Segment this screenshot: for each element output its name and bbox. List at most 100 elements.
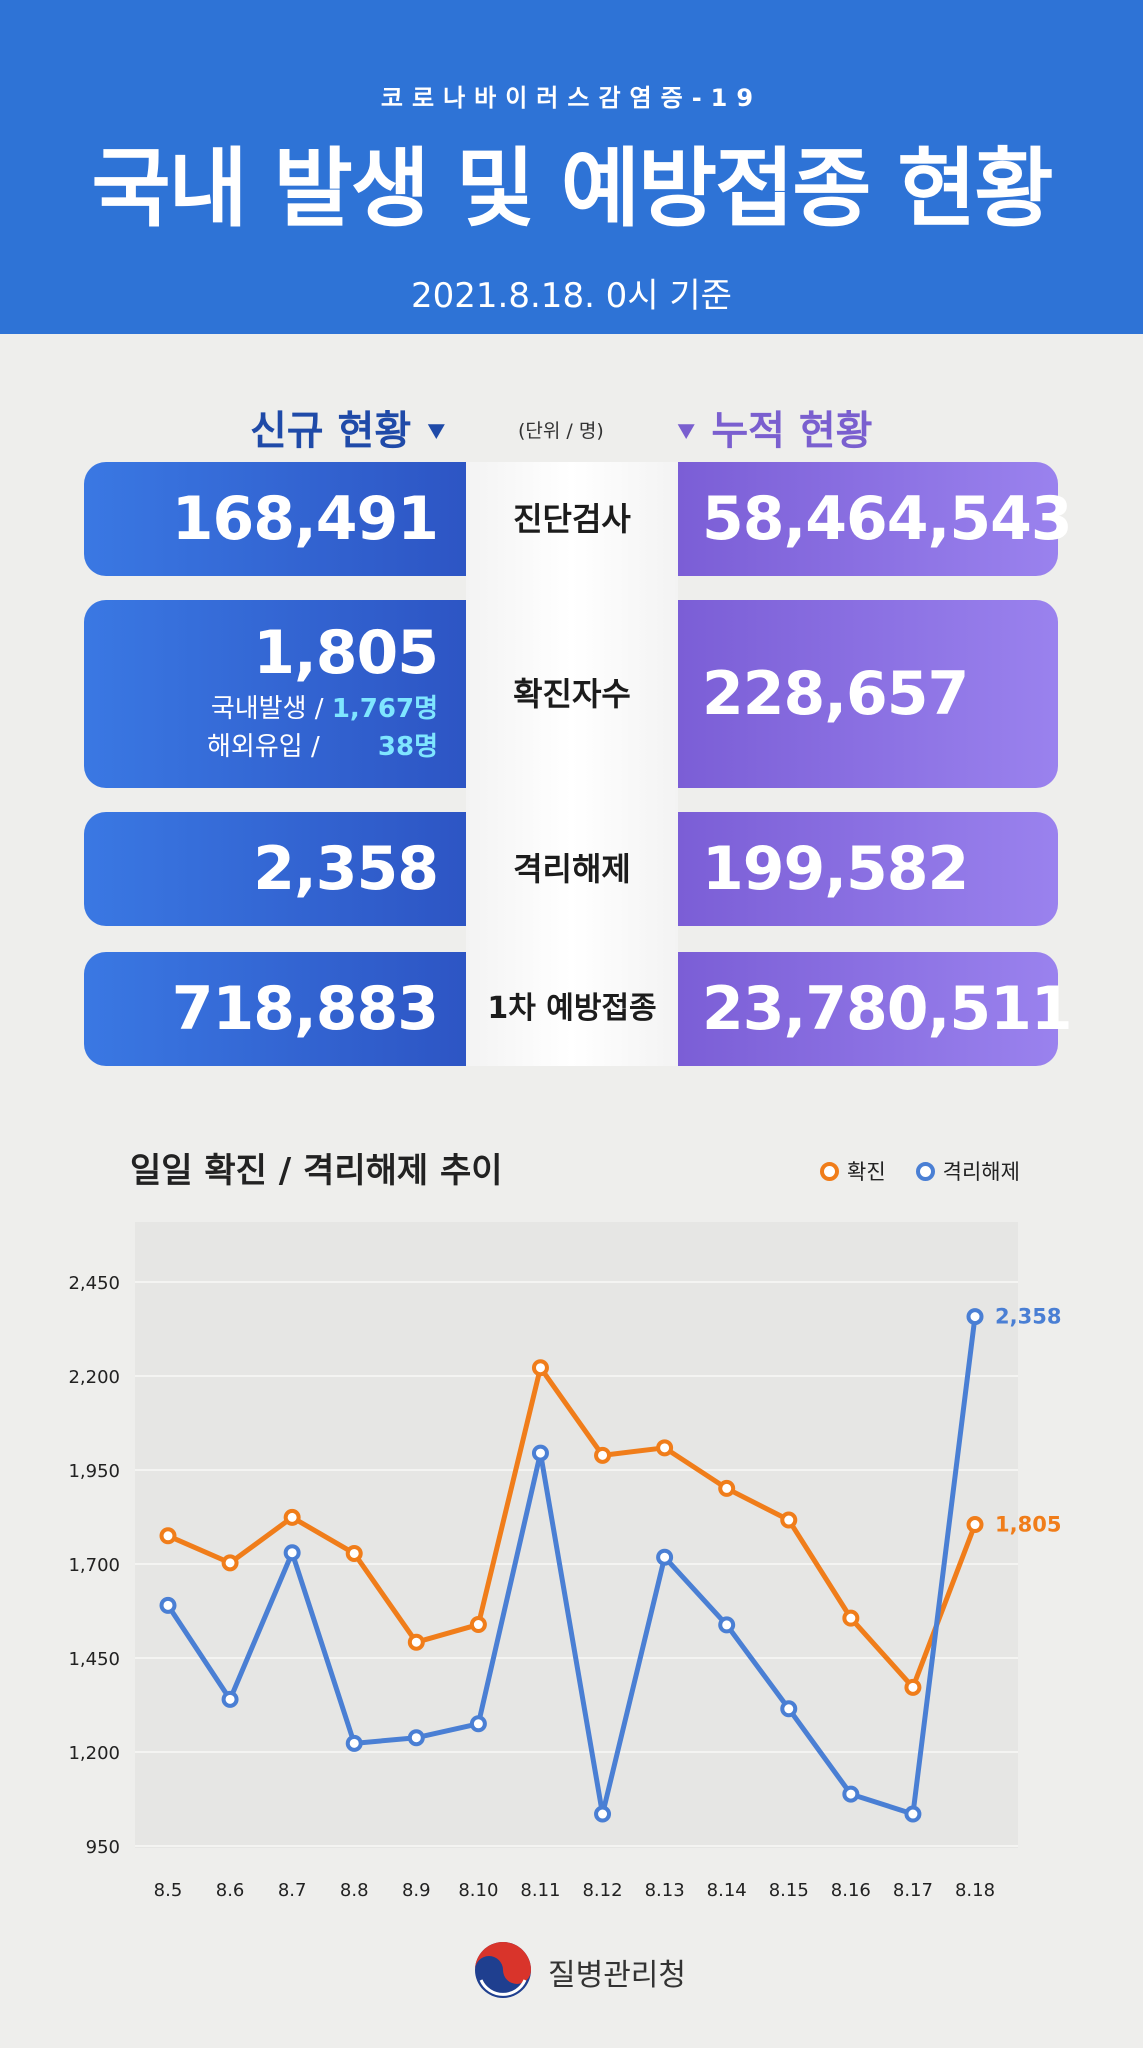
x-tick-label: 8.14 [707,1880,747,1900]
cumulative-status-heading: ⯆ 누적 현황 [675,398,872,456]
stat-row-confirmed: 1,805 국내발생 / 1,767명 해외유입 / 38명 확진자수 228,… [0,600,1143,788]
data-point-confirmed [469,1616,487,1634]
data-point-confirmed [407,1633,425,1651]
row-label: 1차 예방접종 [487,991,657,1026]
header-banner: 코로나바이러스감염증-19 국내 발생 및 예방접종 현황 2021.8.18.… [0,0,1143,334]
x-tick-label: 8.18 [955,1880,995,1900]
stat-row-released: 2,358 격리해제 199,582 [0,812,1143,926]
data-point-confirmed [656,1439,674,1457]
x-tick-label: 8.7 [278,1880,307,1900]
overseas-breakdown: 해외유입 / 38명 [84,728,438,766]
data-point-released [221,1690,239,1708]
cumulative-value-box: 23,780,511 [678,952,1073,1066]
x-tick-label: 8.10 [458,1880,498,1900]
x-tick-label: 8.6 [216,1880,245,1900]
data-point-confirmed [904,1678,922,1696]
new-value: 1,805 [253,618,439,688]
data-point-confirmed [221,1554,239,1572]
y-tick-label: 1,200 [68,1743,120,1764]
x-tick-label: 8.16 [831,1880,871,1900]
end-value-label: 2,358 [995,1305,1061,1329]
data-point-confirmed [780,1511,798,1529]
domestic-label: 국내발생 / [210,694,324,724]
domestic-value: 1,767명 [331,694,438,724]
chevron-down-icon: ⯆ [425,416,448,449]
y-tick-label: 2,450 [68,1273,120,1294]
legend-label-confirmed: 확진 [847,1160,886,1184]
data-point-released [656,1548,674,1566]
page-title: 국내 발생 및 예방접종 현황 [91,139,1053,239]
x-tick-label: 8.17 [893,1880,933,1900]
organization-name: 질병관리청 [548,1958,686,1993]
unit-label: (단위 / 명) [518,420,604,442]
cumulative-status-label: 누적 현황 [711,408,873,454]
label-column-background [466,462,678,1066]
data-point-confirmed [594,1446,612,1464]
x-tick-label: 8.13 [645,1880,685,1900]
chart-title: 일일 확진 / 격리해제 추이 [130,1151,503,1191]
data-point-confirmed [842,1609,860,1627]
new-value-box: 1,805 국내발생 / 1,767명 해외유입 / 38명 [84,600,466,788]
data-point-released [345,1734,363,1752]
data-point-released [159,1596,177,1614]
chart-legend: 확진 격리해제 [820,1156,1020,1186]
x-tick-label: 8.12 [582,1880,622,1900]
cumulative-value: 228,657 [702,659,969,729]
data-point-released [904,1805,922,1823]
data-point-confirmed [159,1527,177,1545]
data-point-released [718,1616,736,1634]
y-tick-label: 950 [86,1837,120,1858]
overseas-label: 해외유입 / [207,732,320,762]
y-tick-label: 2,200 [68,1367,120,1388]
row-label: 격리해제 [513,850,631,888]
data-point-released [469,1715,487,1733]
overseas-value: 38명 [377,732,438,762]
new-value: 718,883 [171,974,439,1044]
cumulative-value-box: 228,657 [678,600,1058,788]
data-point-confirmed [718,1479,736,1497]
new-value: 2,358 [253,834,439,904]
new-value: 168,491 [171,484,439,554]
y-tick-label: 1,700 [68,1555,120,1576]
x-tick-label: 8.9 [402,1880,431,1900]
end-value-label: 1,805 [995,1513,1061,1537]
cumulative-value: 23,780,511 [702,974,1073,1044]
stat-row-vaccination: 718,883 1차 예방접종 23,780,511 [0,952,1143,1066]
cumulative-value-box: 58,464,543 [678,462,1073,576]
legend-label-released: 격리해제 [942,1160,1020,1184]
data-point-released [842,1785,860,1803]
series-line-confirmed [167,1365,978,1690]
cumulative-value-box: 199,582 [678,812,1058,926]
new-value-box: 168,491 [84,462,466,576]
data-point-released [407,1729,425,1747]
data-point-released [780,1700,798,1718]
data-point-confirmed [531,1359,549,1377]
data-point-confirmed [283,1508,301,1526]
legend-marker-released [915,1161,935,1181]
data-point-confirmed [345,1544,363,1562]
plot-area [135,1222,1018,1848]
data-point-released [966,1308,984,1326]
data-point-released [531,1444,549,1462]
data-point-released [283,1544,301,1562]
chevron-down-icon: ⯆ [675,416,698,449]
government-emblem-logo [475,1942,531,1998]
data-point-confirmed [966,1516,984,1534]
new-value-box: 718,883 [84,952,466,1066]
row-label: 확진자수 [513,675,631,713]
stat-row-tests: 168,491 진단검사 58,464,543 [0,462,1143,576]
x-tick-label: 8.8 [340,1880,369,1900]
x-tick-label: 8.5 [154,1880,183,1900]
row-label: 진단검사 [513,500,631,538]
new-status-label: 신규 현황 [250,408,412,454]
data-point-released [594,1805,612,1823]
header-subtitle: 코로나바이러스감염증-19 [380,84,763,112]
new-value-box: 2,358 [84,812,466,926]
series-line-released [165,1316,978,1817]
y-tick-label: 1,950 [68,1461,120,1482]
cumulative-value: 58,464,543 [702,484,1073,554]
reference-date: 2021.8.18. 0시 기준 [411,276,732,316]
legend-marker-confirmed [820,1161,839,1181]
x-tick-label: 8.15 [769,1880,809,1900]
cumulative-value: 199,582 [702,834,969,904]
